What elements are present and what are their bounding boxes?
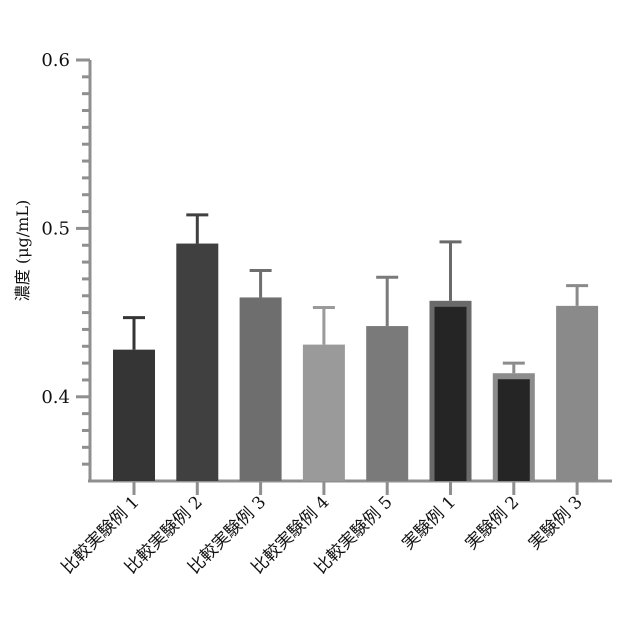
- bar-inner: [498, 379, 530, 481]
- y-axis: 0.4 0.5 0.6: [41, 50, 90, 481]
- x-axis: [88, 481, 612, 495]
- y-axis-title: 濃度 (μg/mL): [13, 200, 32, 301]
- category-labels: 比較実験例 1比較実験例 2比較実験例 3比較実験例 4比較実験例 5実験例 1…: [58, 492, 587, 578]
- bar: [303, 345, 345, 481]
- y-tick-label: 0.5: [41, 218, 70, 239]
- bar: [176, 244, 218, 481]
- x-tick-label: 実験例 2: [462, 492, 524, 554]
- bar: [366, 326, 408, 481]
- bar-inner: [435, 307, 467, 481]
- y-tick-label: 0.4: [41, 387, 70, 408]
- bars: [113, 244, 598, 481]
- y-tick-label: 0.6: [41, 50, 70, 71]
- bar: [240, 297, 282, 481]
- x-tick-label: 実験例 1: [398, 492, 460, 554]
- bar: [113, 350, 155, 481]
- x-tick-label: 実験例 3: [525, 492, 587, 554]
- bar: [556, 306, 598, 481]
